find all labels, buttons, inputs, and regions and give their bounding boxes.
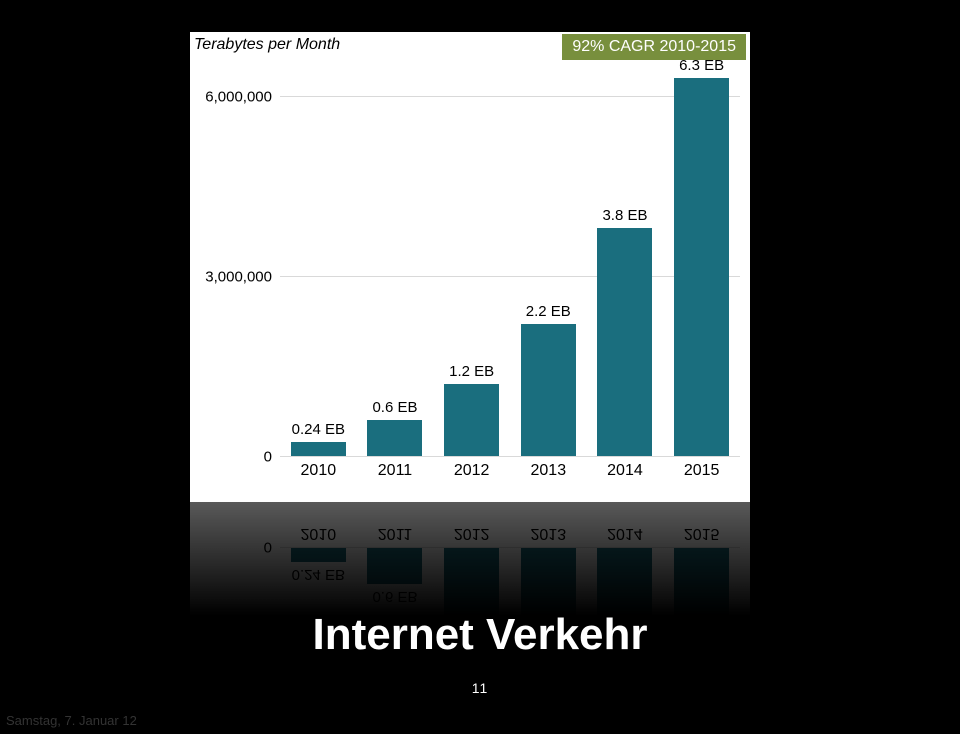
bar [674, 78, 729, 456]
y-axis-label: Terabytes per Month [194, 36, 340, 54]
xtick-label: 2015 [663, 524, 740, 542]
x-axis: 201020112012201320142015 [280, 524, 740, 542]
bar-wrap: 0.6 EB [357, 399, 434, 456]
xtick-label: 2013 [510, 462, 587, 480]
xtick-label: 2012 [433, 524, 510, 542]
bar [367, 420, 422, 456]
xtick-label: 2015 [663, 462, 740, 480]
bar [444, 384, 499, 456]
bar-value-label: 2.2 EB [526, 303, 571, 320]
slide-title: Internet Verkehr [0, 610, 960, 660]
bar-value-label: 0.6 EB [372, 588, 417, 605]
bar [291, 548, 346, 562]
gridline: 0 [280, 547, 740, 548]
bar-value-label: 0.24 EB [292, 421, 345, 438]
bar-wrap: 0.24 EB [280, 548, 357, 583]
ytick-label: 0 [264, 539, 272, 556]
gridline: 0 [280, 456, 740, 457]
xtick-label: 2012 [433, 462, 510, 480]
bar-value-label: 0.24 EB [292, 566, 345, 583]
bar [367, 548, 422, 584]
xtick-label: 2014 [587, 524, 664, 542]
bar [521, 324, 576, 456]
bars-container: 0.24 EB0.6 EB1.2 EB2.2 EB3.8 EB6.3 EB [280, 66, 740, 456]
bar-value-label: 6.3 EB [679, 57, 724, 74]
bar-value-label: 3.8 EB [602, 207, 647, 224]
chart-panel: Terabytes per Month 92% CAGR 2010-2015 0… [190, 32, 750, 502]
ytick-label: 0 [264, 449, 272, 466]
bar-wrap: 2.2 EB [510, 303, 587, 456]
bar-value-label: 1.2 EB [449, 363, 494, 380]
footer-date: Samstag, 7. Januar 12 [6, 713, 137, 728]
bar [597, 228, 652, 456]
xtick-label: 2010 [280, 524, 357, 542]
x-axis: 201020112012201320142015 [280, 462, 740, 480]
bar-wrap: 0.24 EB [280, 421, 357, 456]
xtick-label: 2013 [510, 524, 587, 542]
chart-reflection: Terabytes per Month 92% CAGR 2010-2015 0… [190, 502, 750, 622]
bar-wrap: 1.2 EB [433, 363, 510, 456]
slide: Terabytes per Month 92% CAGR 2010-2015 0… [0, 0, 960, 734]
bar-wrap: 6.3 EB [663, 57, 740, 456]
xtick-label: 2014 [587, 462, 664, 480]
page-number: 11 [0, 680, 960, 696]
bar-wrap: 3.8 EB [587, 207, 664, 456]
plot-area: 03,000,0006,000,000 0.24 EB0.6 EB1.2 EB2… [280, 66, 740, 456]
bar-value-label: 0.6 EB [372, 399, 417, 416]
ytick-label: 3,000,000 [205, 269, 272, 286]
ytick-label: 6,000,000 [205, 89, 272, 106]
bar-wrap: 0.6 EB [357, 548, 434, 605]
bar [291, 442, 346, 456]
xtick-label: 2011 [357, 524, 434, 542]
xtick-label: 2011 [357, 462, 434, 480]
xtick-label: 2010 [280, 462, 357, 480]
